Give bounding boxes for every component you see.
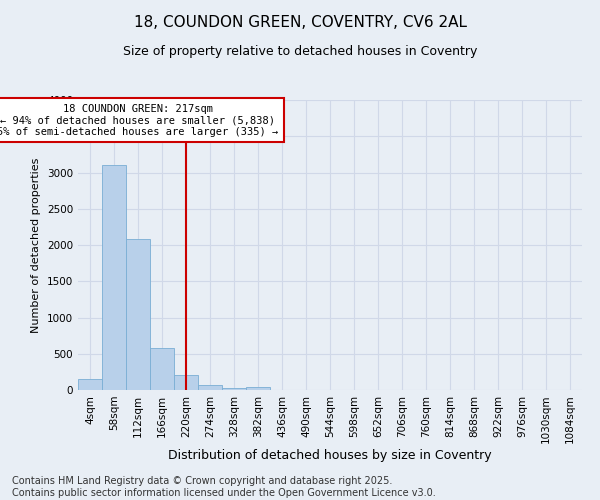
Bar: [126, 239, 150, 390]
Bar: [198, 385, 222, 390]
Bar: [222, 388, 246, 390]
Text: Contains HM Land Registry data © Crown copyright and database right 2025.
Contai: Contains HM Land Registry data © Crown c…: [12, 476, 436, 498]
Bar: [102, 166, 126, 390]
Text: Size of property relative to detached houses in Coventry: Size of property relative to detached ho…: [123, 45, 477, 58]
X-axis label: Distribution of detached houses by size in Coventry: Distribution of detached houses by size …: [168, 449, 492, 462]
Bar: [78, 379, 102, 390]
Bar: [150, 348, 174, 390]
Bar: [174, 375, 198, 390]
Text: 18 COUNDON GREEN: 217sqm
← 94% of detached houses are smaller (5,838)
5% of semi: 18 COUNDON GREEN: 217sqm ← 94% of detach…: [0, 104, 278, 137]
Y-axis label: Number of detached properties: Number of detached properties: [31, 158, 41, 332]
Text: 18, COUNDON GREEN, COVENTRY, CV6 2AL: 18, COUNDON GREEN, COVENTRY, CV6 2AL: [133, 15, 467, 30]
Bar: [246, 387, 270, 390]
